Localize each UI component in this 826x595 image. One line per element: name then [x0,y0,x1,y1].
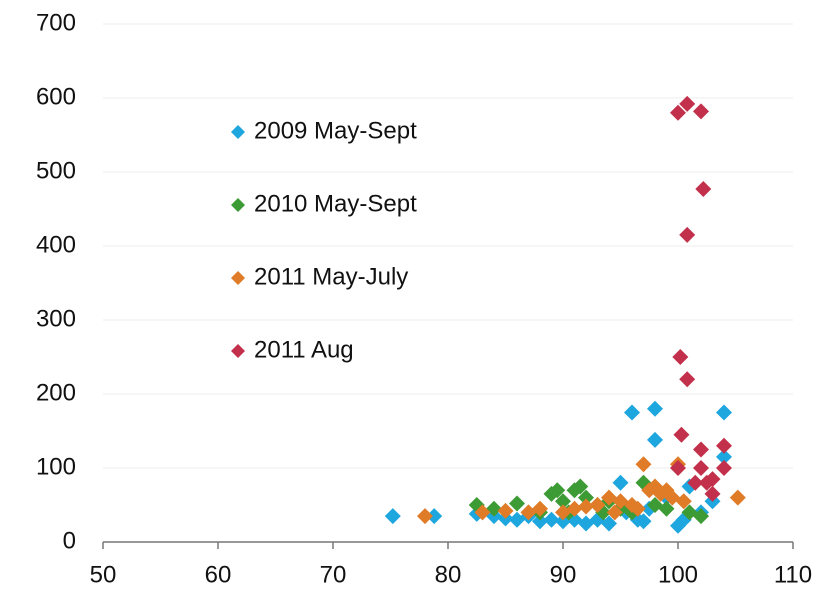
x-tick-label: 50 [90,561,117,588]
point [578,498,594,515]
point [679,371,696,388]
point [549,482,566,499]
point [729,489,746,506]
point [426,508,443,525]
point [543,511,560,528]
point [509,495,525,512]
y-tick-label: 700 [36,9,76,36]
y-tick-label: 400 [36,231,76,258]
point [624,404,640,421]
point [670,460,686,476]
point [716,448,732,465]
point [520,504,537,521]
point [555,504,571,521]
legend-marker [231,271,245,285]
point [497,502,514,519]
point [658,500,675,517]
point [635,513,652,530]
point [532,500,548,517]
point [595,504,612,521]
point [555,493,571,510]
point [716,437,732,454]
point [647,431,663,448]
y-tick-label: 100 [36,453,76,480]
point [589,497,606,513]
point [578,489,594,506]
y-tick-label: 300 [36,305,76,332]
point [566,500,583,517]
legend-marker [231,344,245,358]
point [716,404,732,421]
point [679,95,696,112]
point [693,103,709,120]
point [635,456,652,473]
point [606,504,623,521]
point [384,508,401,525]
legend-label: 2010 May-Sept [254,190,417,217]
legend-label: 2011 Aug [254,336,354,363]
y-tick-label: 600 [36,83,76,110]
point [572,478,589,495]
point [704,485,721,502]
point [687,474,704,491]
point [672,349,689,365]
point [675,493,692,510]
legend-label: 2009 May-Sept [254,117,417,144]
y-tick-label: 500 [36,157,76,184]
x-tick-label: 80 [435,561,462,588]
point [693,460,709,476]
x-tick-label: 70 [320,561,347,588]
point [693,441,709,458]
point [673,426,690,443]
legend-marker [231,125,245,139]
point [417,508,433,525]
legend-marker [231,198,245,212]
point [601,515,617,532]
legend-label: 2011 May-July [254,263,408,290]
point [704,471,721,488]
point [695,181,712,198]
x-tick-label: 90 [550,561,577,588]
y-tick-label: 200 [36,379,76,406]
x-tick-label: 110 [774,561,812,588]
point [693,508,709,525]
y-tick-label: 0 [63,527,76,554]
point [474,504,491,521]
x-tick-label: 100 [658,561,698,588]
point [670,104,686,121]
point [532,513,548,530]
point [647,400,663,417]
point [679,226,696,243]
x-tick-label: 60 [205,561,232,588]
point [629,500,646,517]
point [612,474,629,491]
point [716,460,732,476]
